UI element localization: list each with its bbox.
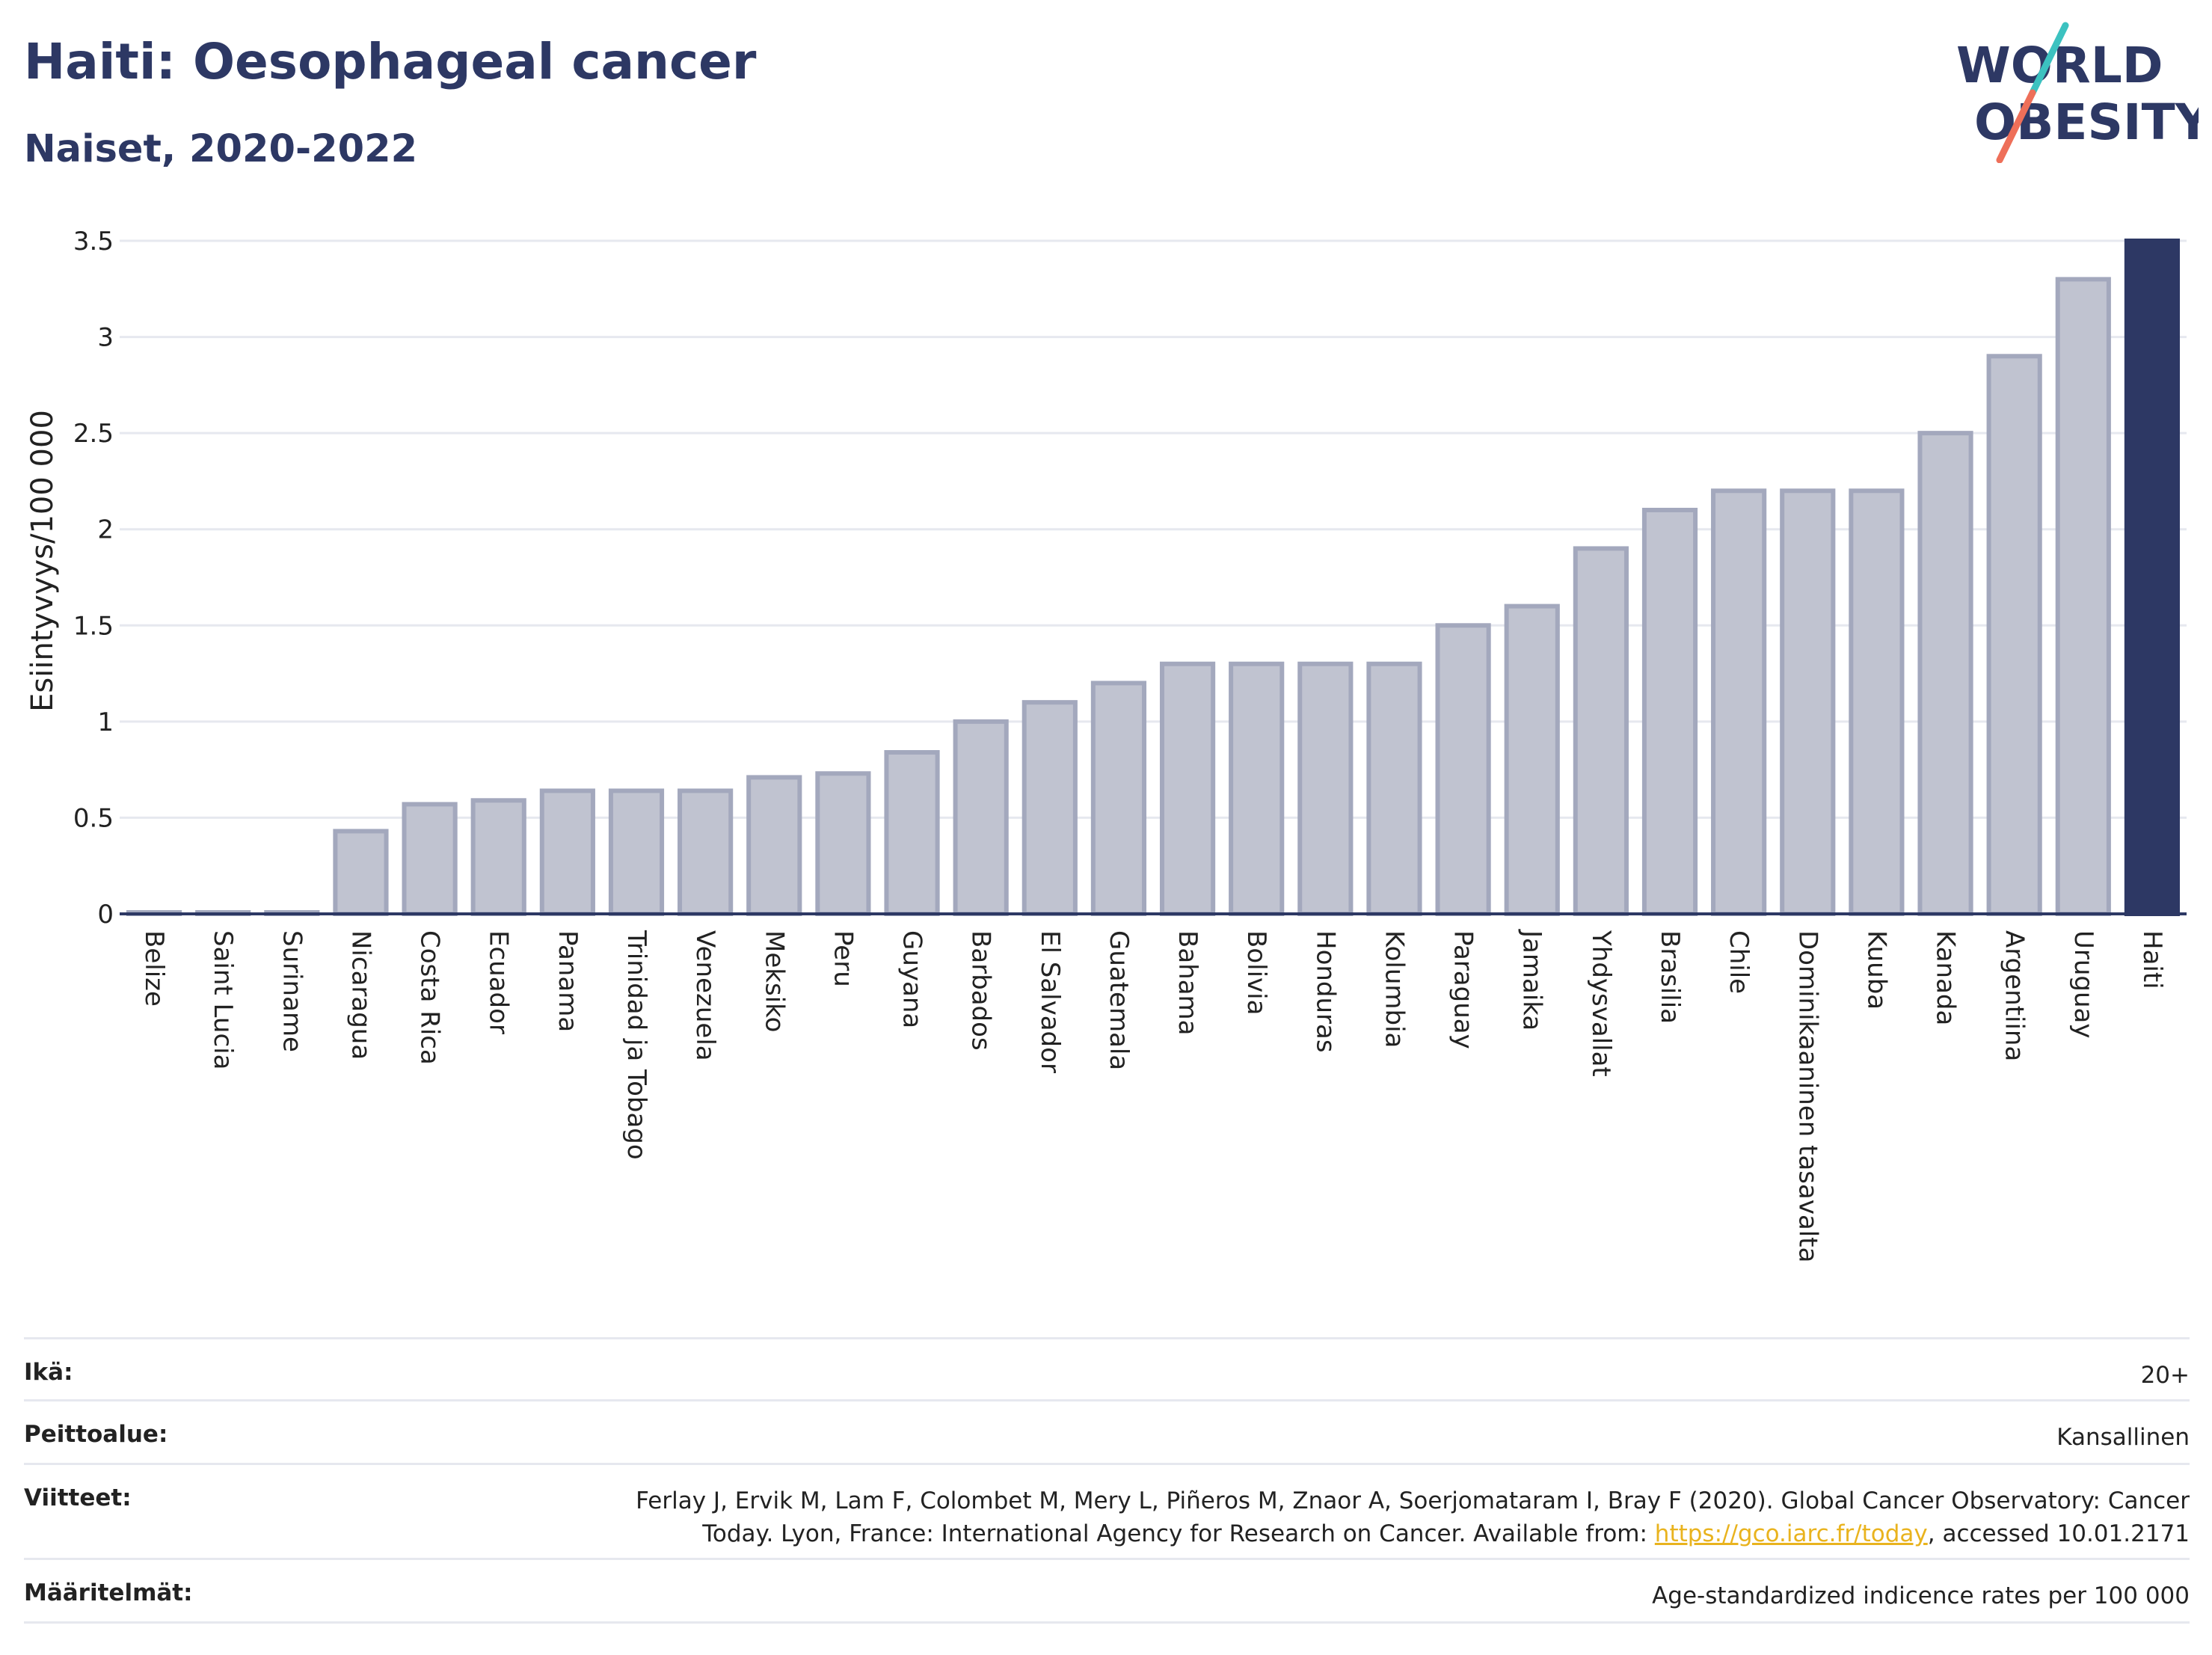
category-label: Kanada (1931, 930, 1961, 1025)
world-obesity-logo: WORLD OBESITY (1956, 22, 2199, 163)
category-label: Barbados (966, 930, 996, 1051)
bar-uruguay (2055, 277, 2111, 916)
y-tick-label: 3 (97, 323, 114, 353)
category-label: Uruguay (2068, 930, 2098, 1039)
category-label: Guatemala (1104, 930, 1134, 1070)
logo-slash-teal (2029, 22, 2069, 96)
category-label: Honduras (1310, 930, 1340, 1053)
category-label: Ecuador (484, 930, 514, 1034)
bar-yhdysvallat (1573, 546, 1629, 917)
y-tick-label: 0 (97, 900, 114, 930)
category-label: Costa Rica (415, 930, 445, 1065)
reference-line1: Ferlay J, Ervik M, Lam F, Colombet M, Me… (636, 1487, 2190, 1514)
category-label: Guyana (897, 930, 927, 1028)
category-label: Paraguay (1448, 930, 1478, 1049)
bars (120, 239, 2187, 917)
y-tick-label: 2.5 (73, 419, 114, 449)
bar-bolivia (1229, 661, 1285, 916)
bar-peru (815, 771, 871, 917)
bar-argentiina (1986, 354, 2042, 916)
category-label: Suriname (277, 930, 307, 1052)
category-label: Belize (139, 930, 169, 1007)
category-label: Jamaika (1517, 929, 1547, 1031)
y-tick-label: 1.5 (73, 611, 114, 641)
info-row-coverage: Peittoalue: Kansallinen (24, 1399, 2190, 1463)
info-key: Viitteet: (24, 1484, 132, 1511)
reference-accessed: , accessed 10.01.2171 (1927, 1520, 2190, 1547)
category-label: Bolivia (1241, 930, 1271, 1015)
bar-barbados (953, 719, 1009, 916)
category-label: Venezuela (690, 930, 720, 1061)
info-row-definitions: Määritelmät: Age-standardized indicence … (24, 1558, 2190, 1624)
bar-chart: 0 0.5 1 1.5 2 2.5 3 3.5 Belize Saint Lucia Surina… (25, 227, 2187, 1262)
bar-honduras (1297, 661, 1354, 916)
bar-paraguay (1435, 623, 1491, 916)
reference-line2: Today. Lyon, France: International Agenc… (702, 1520, 1655, 1547)
bar-ecuador (470, 798, 526, 917)
category-label: Haiti (2137, 930, 2167, 989)
bar-meksiko (746, 775, 802, 917)
category-label: Brasilia (1655, 930, 1685, 1024)
y-tick-labels: 0 0.5 1 1.5 2 2.5 3 3.5 (73, 227, 114, 930)
y-axis-label: Esiintyvyys/100 000 (25, 410, 60, 712)
chart-subtitle: Naiset, 2020-2022 (24, 127, 418, 171)
info-key: Ikä: (24, 1359, 73, 1386)
category-label: Panama (553, 930, 583, 1032)
y-tick-label: 0.5 (73, 803, 114, 833)
info-row-age: Ikä: 20+ (24, 1337, 2190, 1399)
y-tick-label: 3.5 (73, 227, 114, 257)
logo-slash-coral (1996, 89, 2036, 163)
info-key: Määritelmät: (24, 1579, 193, 1606)
category-label: Meksiko (759, 930, 789, 1032)
bar-chile (1711, 488, 1767, 916)
category-label: El Salvador (1035, 930, 1065, 1073)
bar-trinidad-ja-tobago (608, 788, 665, 917)
bar-bahama (1159, 661, 1216, 916)
info-row-references: Viitteet: Ferlay J, Ervik M, Lam F, Colo… (24, 1463, 2190, 1558)
bar-el-salvador (1021, 700, 1078, 917)
y-tick-label: 1 (97, 707, 114, 737)
category-label: Yhdysvallat (1586, 930, 1616, 1077)
bar-jamaika (1504, 604, 1560, 916)
bar-guatemala (1090, 681, 1147, 917)
bar-brasilia (1641, 508, 1698, 916)
category-label: Trinidad ja Tobago (621, 930, 651, 1160)
bar-costa-rica (402, 802, 458, 917)
category-label: Bahama (1173, 930, 1202, 1036)
logo-line1: WORLD (1956, 37, 2163, 94)
bar-haiti (2124, 239, 2181, 916)
bar-kanada (1917, 431, 1973, 916)
bar-venezuela (678, 788, 734, 917)
info-value: Kansallinen (2056, 1424, 2190, 1451)
category-label: Chile (1724, 930, 1754, 994)
bar-kolumbia (1366, 661, 1422, 916)
bar-kuuba (1849, 488, 1905, 916)
info-table: Ikä: 20+ Peittoalue: Kansallinen Viittee… (24, 1337, 2190, 1624)
category-labels: Belize Saint Lucia Suriname Nicaragua Costa … (139, 929, 2167, 1262)
info-value: Ferlay J, Ervik M, Lam F, Colombet M, Me… (636, 1465, 2190, 1558)
info-value: 20+ (2140, 1362, 2190, 1389)
bar-panama (539, 788, 595, 917)
info-value: Age-standardized indicence rates per 100… (1652, 1582, 2190, 1609)
reference-link[interactable]: https://gco.iarc.fr/today (1654, 1520, 1928, 1547)
bar-dominikaaninen-tasavalta (1780, 488, 1836, 916)
category-label: Saint Lucia (208, 930, 238, 1069)
chart-title: Haiti: Oesophageal cancer (24, 33, 757, 90)
bar-guyana (884, 750, 940, 916)
y-tick-label: 2 (97, 515, 114, 545)
category-label: Nicaragua (345, 930, 375, 1060)
bar-nicaragua (333, 829, 389, 917)
category-label: Argentiina (2000, 930, 2030, 1061)
category-label: Dominikaaninen tasavalta (1792, 930, 1822, 1262)
info-key: Peittoalue: (24, 1421, 168, 1448)
category-label: Peru (828, 930, 858, 987)
category-label: Kuuba (1861, 930, 1891, 1010)
category-label: Kolumbia (1379, 930, 1409, 1048)
